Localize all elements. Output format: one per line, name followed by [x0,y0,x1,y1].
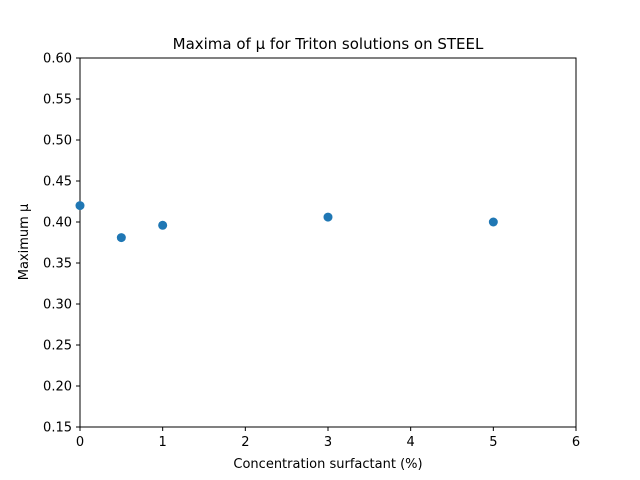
y-tick-label: 0.35 [43,257,72,272]
data-point [323,212,333,222]
data-point [488,217,498,227]
plot-area-frame [79,57,577,428]
x-tick-label: 1 [159,435,167,450]
y-tick-label: 0.30 [43,298,72,313]
y-tick-label: 0.25 [43,339,72,354]
x-axis: 0 1 2 3 4 5 6 [76,427,580,450]
y-tick-label: 0.20 [43,380,72,395]
chart-title: Maxima of μ for Triton solutions on STEE… [173,35,484,53]
x-axis-label: Concentration surfactant (%) [233,457,422,472]
y-tick-label: 0.15 [43,421,72,436]
x-tick-label: 2 [241,435,249,450]
y-tick-label: 0.55 [43,93,72,108]
y-axis-label: Maximum μ [17,204,32,280]
y-tick-label: 0.60 [43,52,72,67]
x-tick-label: 5 [489,435,497,450]
x-tick-label: 4 [407,435,415,450]
y-tick-label: 0.50 [43,134,72,149]
x-tick-label: 0 [76,435,84,450]
data-points [75,201,498,243]
x-tick-label: 6 [572,435,580,450]
y-tick-label: 0.45 [43,175,72,190]
data-point [75,201,85,211]
x-tick-label: 3 [324,435,332,450]
y-axis: 0.15 0.20 0.25 0.30 0.35 0.40 0.45 0.50 0.55 0.60 [43,52,80,436]
data-point [158,220,168,230]
y-tick-label: 0.40 [43,216,72,231]
data-point [116,233,126,243]
